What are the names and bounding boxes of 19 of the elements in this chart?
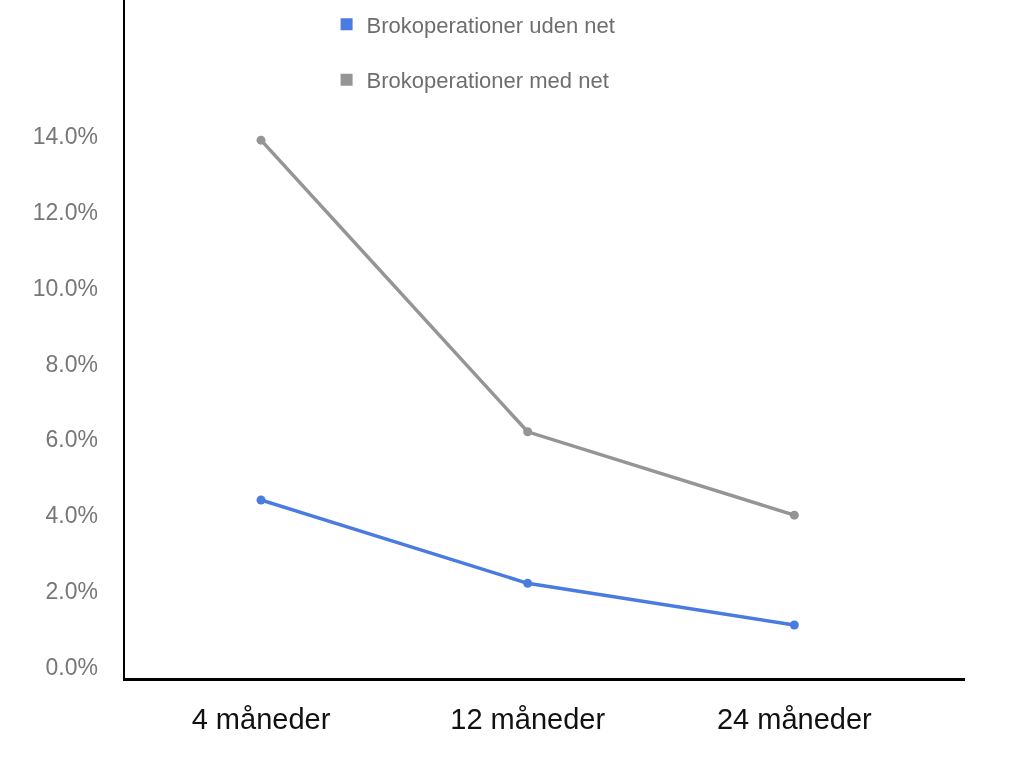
y-tick-label: 0.0% [45, 653, 98, 680]
x-tick-label: 12 måneder [450, 703, 606, 736]
point [256, 495, 266, 505]
legend-label: Brokoperationer uden net [366, 12, 615, 38]
y-tick-label: 4.0% [45, 502, 98, 529]
point [256, 135, 266, 145]
y-tick-label: 14.0% [32, 123, 98, 150]
x-tick-label: 4 måneder [191, 703, 331, 736]
point [789, 510, 799, 520]
y-tick-label: 2.0% [45, 577, 98, 604]
y-tick-label: 12.0% [32, 199, 98, 226]
y-tick-label: 8.0% [45, 350, 98, 377]
point [523, 578, 533, 588]
y-tick-label: 6.0% [45, 426, 98, 453]
y-tick-label: 10.0% [32, 274, 98, 301]
x-tick-label: 24 måneder [716, 703, 873, 736]
point [523, 427, 533, 437]
point [789, 620, 799, 630]
legend-label: Brokoperationer med net [366, 68, 609, 94]
